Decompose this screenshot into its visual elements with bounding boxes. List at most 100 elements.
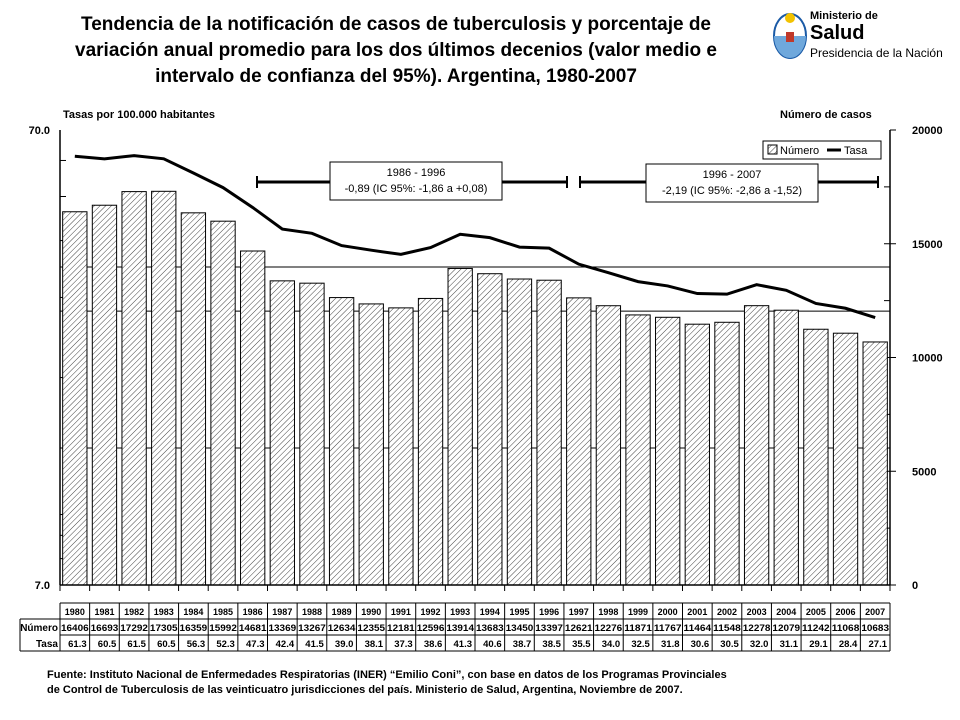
year-label-2006: 2006 bbox=[836, 607, 856, 617]
numero-value-1985: 15992 bbox=[209, 623, 237, 634]
argentina-shield-icon bbox=[773, 13, 807, 59]
annotations: 1986 - 1996 -0,89 (IC 95%: -1,86 a +0,08)… bbox=[256, 161, 879, 203]
source-line-1: Fuente: Instituto Nacional de Enfermedad… bbox=[47, 669, 727, 681]
tasa-value-1996: 38.5 bbox=[542, 639, 561, 650]
logo-line-2: Salud bbox=[810, 22, 865, 44]
tasa-value-1995: 38.7 bbox=[513, 639, 532, 650]
bar-1991 bbox=[388, 307, 414, 586]
tasa-value-1982: 61.5 bbox=[127, 639, 146, 650]
numero-value-1994: 13683 bbox=[476, 623, 504, 634]
year-label-1983: 1983 bbox=[154, 607, 174, 617]
year-label-2000: 2000 bbox=[658, 607, 678, 617]
bar-1993 bbox=[447, 267, 473, 586]
tasa-value-1983: 60.5 bbox=[157, 639, 176, 650]
title-line-3: intervalo de confianza del 95%). Argenti… bbox=[155, 66, 637, 87]
bar-2000 bbox=[655, 316, 681, 586]
numero-value-1991: 12181 bbox=[387, 623, 415, 634]
tasa-value-1981: 60.5 bbox=[98, 639, 117, 650]
tuberculosis-chart: 70.0 7.0 20000 15000 10000 5000 0 1986 - 1996 -… bbox=[19, 125, 943, 652]
year-label-2005: 2005 bbox=[806, 607, 826, 617]
year-label-1995: 1995 bbox=[509, 607, 529, 617]
year-label-1997: 1997 bbox=[569, 607, 589, 617]
numero-value-1982: 17292 bbox=[120, 623, 148, 634]
legend: Número Tasa bbox=[762, 140, 882, 160]
numero-value-1984: 16359 bbox=[180, 623, 208, 634]
data-table: Número Tasa 1980 16406 61.3 1981 16693 60.5 1982… bbox=[19, 602, 891, 652]
source-note: Fuente: Instituto Nacional de Enfermedad… bbox=[47, 668, 727, 698]
y-axis-label-right: Número de casos bbox=[780, 109, 872, 121]
tasa-value-1980: 61.3 bbox=[68, 639, 87, 650]
year-label-1985: 1985 bbox=[213, 607, 233, 617]
logo-line-3: Presidencia de la Nación bbox=[810, 46, 943, 60]
year-label-1981: 1981 bbox=[94, 607, 114, 617]
numero-value-2007: 10683 bbox=[861, 623, 889, 634]
bar-1997 bbox=[566, 297, 592, 586]
x-ticks bbox=[59, 585, 891, 591]
tasa-value-1988: 41.5 bbox=[305, 639, 324, 650]
bar-1980 bbox=[62, 211, 88, 586]
annotation-1996-2007-value: -2,19 (IC 95%: -2,86 a -1,52) bbox=[662, 185, 802, 197]
chart-title: Tendencia de la notificación de casos de… bbox=[40, 12, 752, 90]
tasa-value-1986: 47.3 bbox=[246, 639, 265, 650]
tasa-value-2003: 32.0 bbox=[750, 639, 769, 650]
year-label-1992: 1992 bbox=[421, 607, 441, 617]
bar-2006 bbox=[832, 332, 859, 586]
bar-1981 bbox=[91, 204, 118, 586]
numero-value-1980: 16406 bbox=[61, 623, 89, 634]
tasa-value-1987: 42.4 bbox=[276, 639, 295, 650]
bar-1996 bbox=[536, 279, 562, 586]
bar-1988 bbox=[299, 282, 325, 586]
bar-1983 bbox=[151, 190, 177, 586]
annotation-1996-2007-box bbox=[645, 163, 819, 203]
numero-value-1983: 17305 bbox=[150, 623, 178, 634]
year-label-1987: 1987 bbox=[272, 607, 292, 617]
logo-line-1: Ministerio de bbox=[810, 10, 878, 22]
numero-value-1998: 12276 bbox=[595, 623, 623, 634]
title-line-1: Tendencia de la notificación de casos de… bbox=[81, 14, 711, 35]
right-tick-label: 10000 bbox=[912, 353, 943, 365]
numero-value-2001: 11464 bbox=[684, 623, 712, 634]
tasa-value-2007: 27.1 bbox=[869, 639, 888, 650]
bar-2004 bbox=[773, 309, 799, 586]
title-line-2: variación anual promedio para los dos úl… bbox=[75, 40, 717, 61]
tasa-value-1999: 32.5 bbox=[631, 639, 650, 650]
year-label-2007: 2007 bbox=[865, 607, 885, 617]
tasa-value-1991: 37.3 bbox=[394, 639, 413, 650]
bar-1995 bbox=[506, 278, 533, 586]
legend-bar-swatch bbox=[767, 144, 778, 155]
tasa-value-1992: 38.6 bbox=[424, 639, 443, 650]
tasa-value-1990: 38.1 bbox=[365, 639, 384, 650]
numero-value-2002: 11548 bbox=[713, 623, 741, 634]
numero-value-1992: 12596 bbox=[417, 623, 445, 634]
legend-box bbox=[762, 140, 882, 160]
tasa-value-2005: 29.1 bbox=[809, 639, 828, 650]
bar-1985 bbox=[210, 220, 236, 586]
year-label-2003: 2003 bbox=[747, 607, 767, 617]
numero-value-1996: 13397 bbox=[535, 623, 563, 634]
bar-1984 bbox=[180, 212, 207, 586]
ministry-logo bbox=[773, 13, 807, 59]
year-label-1980: 1980 bbox=[65, 607, 85, 617]
year-label-2002: 2002 bbox=[717, 607, 737, 617]
tasa-value-2000: 31.8 bbox=[661, 639, 680, 650]
numero-value-1988: 13267 bbox=[298, 623, 326, 634]
bar-1992 bbox=[417, 297, 444, 586]
tasa-value-2002: 30.5 bbox=[720, 639, 739, 650]
numero-value-1995: 13450 bbox=[506, 623, 534, 634]
year-label-1990: 1990 bbox=[361, 607, 381, 617]
table-row-label-tasa: Tasa bbox=[36, 639, 58, 650]
year-label-2004: 2004 bbox=[776, 607, 796, 617]
bar-1999 bbox=[625, 314, 651, 586]
legend-line-label: Tasa bbox=[844, 145, 868, 157]
bar-1989 bbox=[328, 297, 355, 586]
left-tick-label: 7.0 bbox=[35, 580, 50, 592]
numero-value-1993: 13914 bbox=[446, 623, 474, 634]
annotation-1986-1996-box bbox=[329, 161, 503, 201]
annotation-1986-1996-period: 1986 - 1996 bbox=[387, 167, 446, 179]
numero-value-1997: 12621 bbox=[565, 623, 593, 634]
tasa-value-1993: 41.3 bbox=[454, 639, 473, 650]
year-label-1998: 1998 bbox=[598, 607, 618, 617]
tasa-value-1989: 39.0 bbox=[335, 639, 354, 650]
bar-2007 bbox=[862, 341, 888, 586]
bar-2001 bbox=[684, 323, 710, 586]
